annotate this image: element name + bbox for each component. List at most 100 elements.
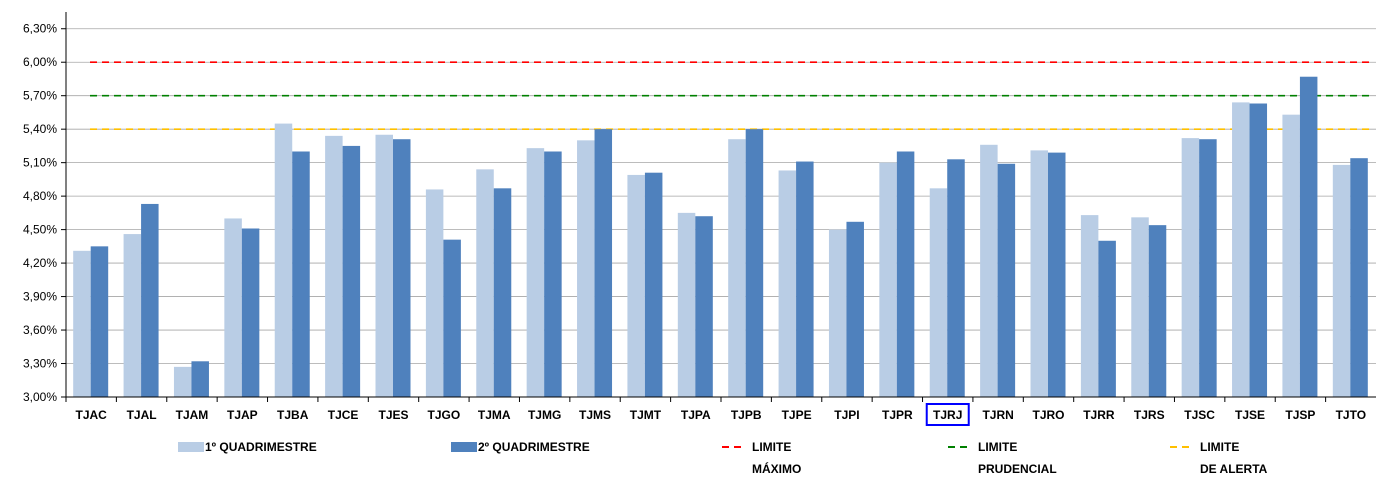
bar-tjpa-series-2 — [695, 216, 713, 397]
y-tick-label: 6,00% — [23, 55, 57, 69]
bar-tjms-series-2 — [594, 129, 613, 397]
x-tick-label: TJMS — [579, 408, 611, 422]
x-tick-label: TJMG — [528, 408, 561, 422]
bar-tjam-series-1 — [173, 366, 192, 397]
bar-tjpi-series-2 — [846, 221, 864, 397]
legend-label: DE ALERTA — [1200, 462, 1268, 476]
legend-swatch — [178, 442, 204, 452]
y-tick-label: 3,60% — [23, 323, 57, 337]
bar-tjsp-series-1 — [1282, 114, 1300, 398]
bar-tjba-series-2 — [292, 151, 310, 397]
x-tick-label: TJSE — [1235, 408, 1265, 422]
bar-tjrj-series-1 — [929, 188, 948, 397]
y-tick-label: 5,40% — [23, 122, 57, 136]
bar-tjse-series-2 — [1249, 103, 1268, 397]
bar-tjmt-series-2 — [644, 172, 663, 397]
bar-tjpr-series-2 — [896, 151, 915, 397]
x-tick-label: TJPI — [834, 408, 859, 422]
legend-label: MÁXIMO — [752, 461, 801, 476]
x-tick-label: TJPE — [782, 408, 812, 422]
legend: 1º QUADRIMESTRE 2º QUADRIMESTRE LIMITE MÁXI… — [178, 440, 1268, 476]
bar-tjmg-series-2 — [544, 151, 562, 397]
y-tick-label: 4,20% — [23, 256, 57, 270]
bar-tjce-series-1 — [325, 135, 343, 397]
bar-tjce-series-2 — [342, 145, 361, 397]
bar-tjrr-series-2 — [1098, 240, 1116, 397]
bar-tjto-series-2 — [1350, 158, 1368, 397]
y-tick-label: 3,30% — [23, 357, 57, 371]
bar-tjma-series-1 — [476, 169, 494, 397]
bar-tjpa-series-1 — [677, 212, 696, 397]
bar-tjmg-series-1 — [526, 148, 545, 397]
bar-tjmt-series-1 — [627, 174, 645, 397]
bar-tjms-series-1 — [577, 140, 595, 398]
legend-label: 1º QUADRIMESTRE — [205, 440, 317, 454]
bar-tjpb-series-2 — [745, 129, 764, 397]
bar-tjpb-series-1 — [728, 139, 746, 397]
x-tick-label: TJES — [378, 408, 408, 422]
y-tick-label: 5,70% — [23, 89, 57, 103]
x-tick-label: TJPA — [681, 408, 711, 422]
bar-tjrr-series-1 — [1080, 215, 1099, 397]
bar-tjes-series-1 — [375, 134, 393, 398]
bar-tjba-series-1 — [274, 123, 293, 397]
x-tick-label: TJAC — [76, 408, 108, 422]
bar-tjpe-series-1 — [778, 170, 797, 397]
x-tick-label: TJSP — [1285, 408, 1315, 422]
bar-tjpi-series-1 — [828, 229, 847, 397]
bars — [73, 76, 1368, 398]
gridlines — [66, 28, 1376, 364]
x-tick-label: TJRO — [1032, 408, 1064, 422]
bar-tjac-series-2 — [90, 246, 109, 397]
y-tick-label: 3,00% — [23, 390, 57, 404]
bar-tjse-series-1 — [1232, 102, 1250, 398]
bar-tjsc-series-2 — [1199, 139, 1217, 397]
legend-label: PRUDENCIAL — [978, 462, 1057, 476]
legend-swatch — [451, 442, 477, 452]
x-tick-label: TJMT — [630, 408, 662, 422]
legend-label: LIMITE — [978, 440, 1017, 454]
legend-label: 2º QUADRIMESTRE — [478, 440, 590, 454]
x-tick-label: TJPR — [882, 408, 913, 422]
bar-tjgo-series-2 — [443, 239, 461, 397]
bar-tjrn-series-1 — [980, 144, 998, 397]
bar-tjsc-series-1 — [1181, 138, 1200, 398]
x-tick-label: TJCE — [328, 408, 359, 422]
x-tick-label: TJBA — [277, 408, 309, 422]
bar-tjac-series-1 — [73, 250, 91, 397]
y-tick-label: 3,90% — [23, 290, 57, 304]
y-tick-label: 5,10% — [23, 156, 57, 170]
bar-tjto-series-1 — [1332, 164, 1351, 397]
x-tick-label: TJAP — [227, 408, 258, 422]
y-tick-label: 6,30% — [23, 22, 57, 36]
bar-tjro-series-1 — [1030, 150, 1048, 397]
bar-tjrn-series-2 — [997, 163, 1016, 397]
x-tick-label: TJRR — [1083, 408, 1115, 422]
bar-tjes-series-2 — [393, 139, 411, 397]
axes: 3,00% 3,30% 3,60% 3,90% 4,20% 4,50% 4,80% 5,10%… — [23, 12, 1376, 426]
reference-lines — [90, 61, 1372, 130]
y-tick-label: 4,50% — [23, 223, 57, 237]
x-tick-label: TJRN — [982, 408, 1013, 422]
highlight-box — [925, 403, 970, 426]
x-tick-label: TJMA — [478, 408, 511, 422]
bar-tjap-series-2 — [241, 228, 260, 397]
legend-label: LIMITE — [752, 440, 791, 454]
legend-label: LIMITE — [1200, 440, 1239, 454]
bar-tjrj-series-2 — [947, 159, 965, 397]
y-tick-label: 4,80% — [23, 189, 57, 203]
bar-tjro-series-2 — [1048, 152, 1066, 397]
bar-tjsp-series-2 — [1299, 76, 1318, 397]
x-tick-label: TJAM — [176, 408, 209, 422]
bar-tjal-series-1 — [123, 234, 142, 397]
x-tick-label: TJAL — [127, 408, 157, 422]
bar-tjgo-series-1 — [425, 189, 444, 397]
x-tick-label: TJRS — [1134, 408, 1165, 422]
bar-tjam-series-2 — [191, 361, 209, 397]
bar-tjal-series-2 — [141, 203, 159, 397]
bar-tjrs-series-1 — [1131, 217, 1149, 397]
bar-tjrs-series-2 — [1148, 225, 1167, 397]
bar-tjap-series-1 — [224, 218, 242, 397]
x-tick-label: TJGO — [428, 408, 461, 422]
